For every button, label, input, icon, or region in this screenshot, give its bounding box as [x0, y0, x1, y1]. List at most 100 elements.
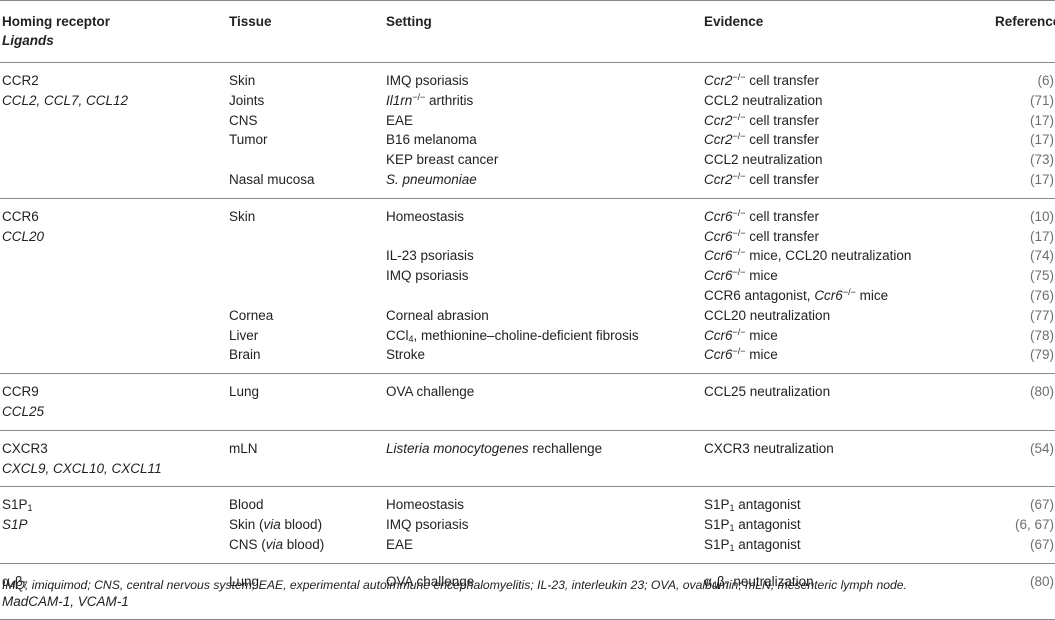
tissue-cell: Nasal mucosa: [229, 171, 315, 187]
setting-cell: Listeria monocytogenes rechallenge: [386, 440, 603, 456]
receptor-cell: CCR2: [2, 73, 39, 88]
group-ccr6: CCR6 Skin Homeostasis Ccr6−/− cell trans…: [0, 198, 1055, 374]
setting-cell: IMQ psoriasis: [386, 517, 469, 533]
tissue-cell: [227, 246, 384, 266]
tissue-cell: [227, 286, 384, 306]
group-ccr9: CCR9 Lung OVA challenge CCL25 neutraliza…: [0, 374, 1055, 431]
reference-cell: (80): [1029, 573, 1054, 589]
table-footnote: IMQ, imiquimod; CNS, central nervous sys…: [2, 578, 907, 592]
receptor-cell-empty: [0, 345, 227, 373]
receptor-cell-empty: [0, 266, 227, 286]
evidence-cell: S1P1 antagonist: [704, 517, 801, 534]
reference-cell: (17): [1029, 112, 1054, 128]
header-receptor-label: Homing receptor: [2, 14, 111, 29]
table-header: Homing receptor Ligands Tissue Setting E…: [0, 0, 1055, 63]
reference-cell: (79): [1029, 347, 1054, 363]
setting-cell: [384, 227, 702, 247]
table-row: CNS (via blood) EAE S1P1 antagonist (67): [0, 535, 1055, 563]
reference-cell: (78): [1029, 327, 1054, 343]
reference-cell: (67): [1029, 536, 1054, 552]
table-row: CXCR3 mLN Listeria monocytogenes rechall…: [0, 430, 1055, 458]
tissue-cell: CNS (via blood): [229, 536, 325, 552]
tissue-cell: Liver: [229, 327, 259, 343]
receptor-cell-empty: [0, 170, 227, 198]
evidence-cell: Ccr6−/− cell transfer: [704, 207, 820, 224]
table-row: CCL2, CCL7, CCL12 Joints Il1rn−/− arthri…: [0, 91, 1055, 111]
ligands-cell: CCL2, CCL7, CCL12: [2, 92, 129, 108]
tissue-cell: Tumor: [229, 132, 268, 148]
table-row: CNS EAE Ccr2−/− cell transfer (17): [0, 111, 1055, 131]
receptor-cell-empty: [0, 326, 227, 346]
header-tissue: Tissue: [227, 0, 384, 63]
setting-cell: IMQ psoriasis: [386, 268, 469, 284]
reference-cell: (77): [1029, 307, 1054, 323]
evidence-cell: Ccr2−/− cell transfer: [704, 131, 820, 148]
tissue-cell: [227, 150, 384, 170]
tissue-cell: [227, 266, 384, 286]
setting-cell: IMQ psoriasis: [386, 73, 469, 88]
tissue-cell: [227, 459, 384, 487]
setting-cell: OVA challenge: [386, 384, 475, 400]
setting-cell: CCl4, methionine–choline-deficient fibro…: [386, 327, 639, 344]
setting-cell: KEP breast cancer: [386, 152, 499, 168]
evidence-cell: [702, 459, 993, 487]
setting-cell: Il1rn−/− arthritis: [386, 91, 474, 108]
evidence-cell: Ccr6−/− mice: [704, 346, 778, 363]
evidence-cell: [702, 402, 993, 430]
tissue-cell: Joints: [229, 92, 265, 108]
header-receptor: Homing receptor Ligands: [0, 0, 227, 63]
setting-cell: EAE: [386, 112, 414, 128]
setting-cell: [384, 286, 702, 306]
setting-cell: B16 melanoma: [386, 132, 477, 148]
table-row: Nasal mucosa S. pneumoniae Ccr2−/− cell …: [0, 170, 1055, 198]
tissue-cell: Brain: [229, 347, 261, 363]
evidence-cell: S1P1 antagonist: [704, 536, 801, 553]
reference-cell: [993, 402, 1055, 430]
setting-cell: [384, 402, 702, 430]
evidence-cell: CCL2 neutralization: [704, 92, 823, 108]
table-row: CCR6 antagonist, Ccr6−/− mice (76): [0, 286, 1055, 306]
receptor-cell-empty: [0, 306, 227, 326]
setting-cell: [384, 459, 702, 487]
reference-cell: [993, 459, 1055, 487]
table-row: KEP breast cancer CCL2 neutralization (7…: [0, 150, 1055, 170]
ligands-cell: CCL25: [2, 403, 45, 419]
reference-cell: (80): [1029, 384, 1054, 400]
receptor-cell-empty: [0, 246, 227, 266]
reference-cell: (17): [1029, 132, 1054, 148]
evidence-cell: CCR6 antagonist, Ccr6−/− mice: [704, 286, 889, 303]
receptor-cell: CCR9: [2, 384, 39, 400]
reference-cell: (73): [1029, 152, 1054, 168]
receptor-cell: α4β7: [2, 573, 28, 590]
reference-cell: (74): [1029, 248, 1054, 264]
table-row: IL-23 psoriasis Ccr6−/− mice, CCL20 neut…: [0, 246, 1055, 266]
receptor-cell-empty: [0, 111, 227, 131]
reference-cell: (67): [1029, 497, 1054, 513]
table-row: Cornea Corneal abrasion CCL20 neutraliza…: [0, 306, 1055, 326]
receptor-cell-empty: [0, 535, 227, 563]
tissue-cell: [227, 227, 384, 247]
evidence-cell: Ccr2−/− cell transfer: [704, 72, 820, 89]
header-setting: Setting: [384, 0, 702, 63]
group-ccr2: CCR2 Skin IMQ psoriasis Ccr2−/− cell tra…: [0, 63, 1055, 199]
table-row: Brain Stroke Ccr6−/− mice (79): [0, 345, 1055, 373]
evidence-cell: CXCR3 neutralization: [704, 440, 834, 456]
evidence-cell: Ccr2−/− cell transfer: [704, 170, 820, 187]
header-ligands-label: Ligands: [2, 33, 54, 48]
tissue-cell: Lung: [229, 384, 260, 400]
reference-cell: (75): [1029, 268, 1054, 284]
table-row: CCR6 Skin Homeostasis Ccr6−/− cell trans…: [0, 198, 1055, 226]
receptor-cell: S1P1: [2, 497, 33, 514]
tissue-cell: Skin: [229, 73, 256, 88]
header-evidence: Evidence: [702, 0, 993, 63]
tissue-cell: Skin (via blood): [229, 517, 323, 533]
table-row: Tumor B16 melanoma Ccr2−/− cell transfer…: [0, 130, 1055, 150]
evidence-cell: CCL2 neutralization: [704, 152, 823, 168]
evidence-cell: α4β7 neutralization: [704, 573, 814, 590]
table-row: CCL25: [0, 402, 1055, 430]
reference-cell: (6, 67): [1014, 517, 1054, 533]
setting-cell: OVA challenge: [386, 573, 475, 589]
tissue-cell: Cornea: [229, 307, 274, 323]
evidence-cell: CCL20 neutralization: [704, 307, 831, 323]
